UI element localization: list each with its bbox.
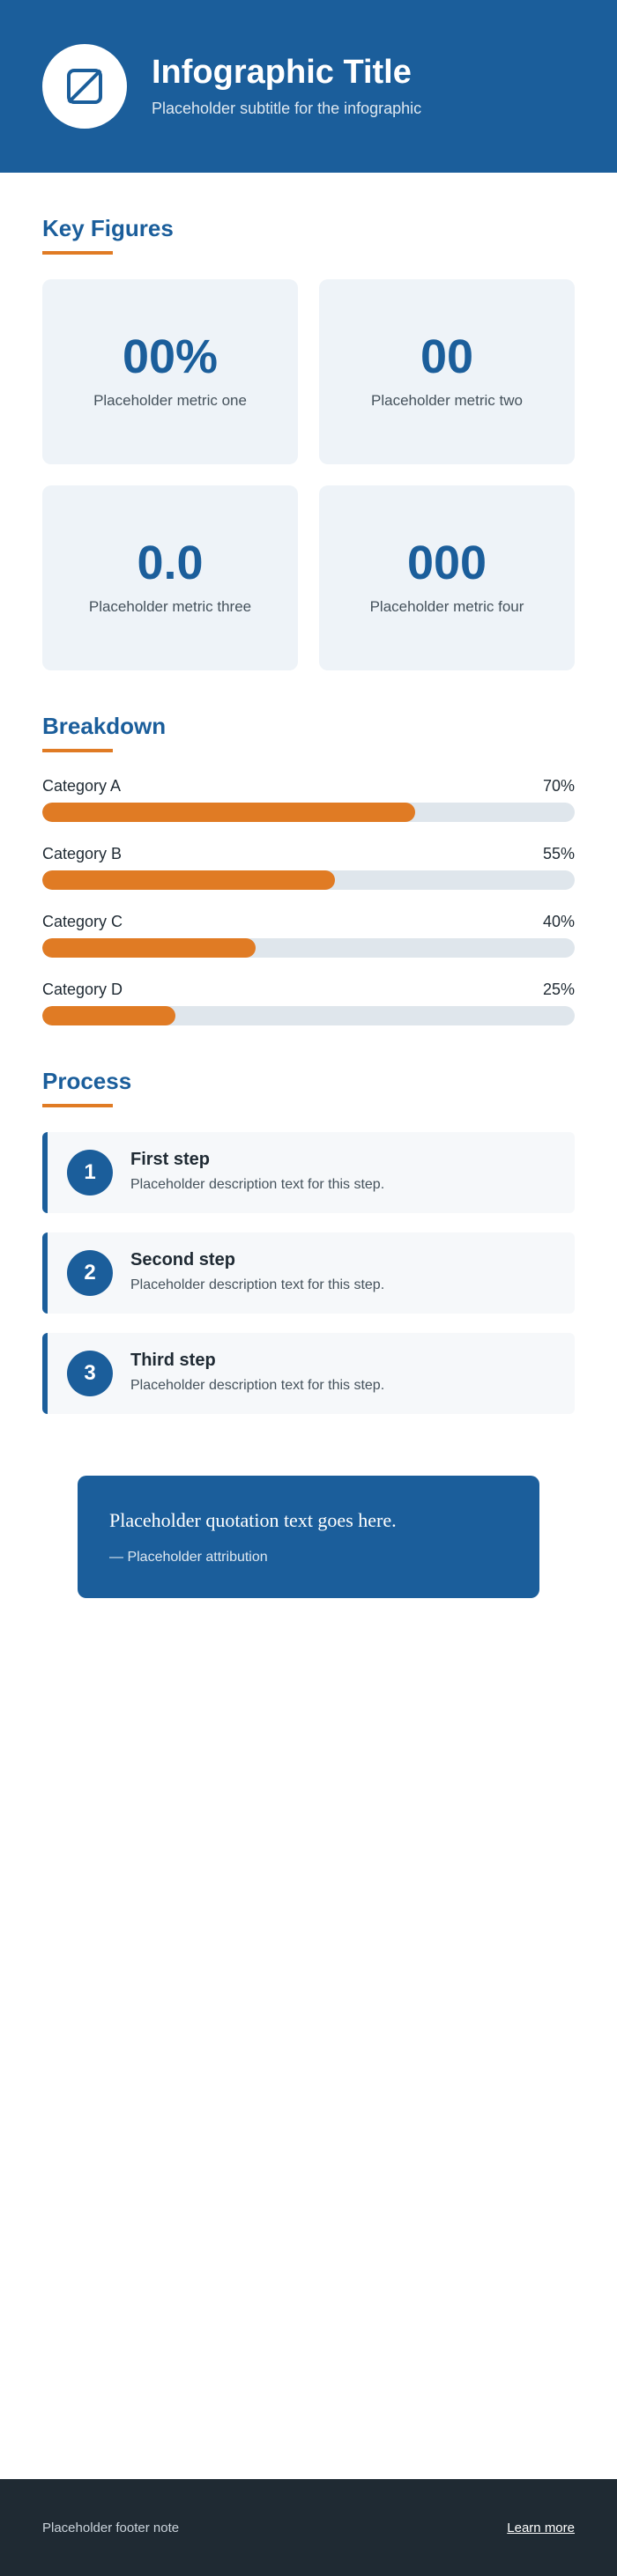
bar-row: Category B 55%: [42, 845, 575, 890]
learn-more-link[interactable]: Learn more: [507, 2520, 575, 2535]
placeholder-icon-graphic: [67, 69, 102, 104]
stat-label: Placeholder metric three: [88, 597, 252, 615]
quote-section: Placeholder quotation text goes here. — …: [0, 1414, 617, 1617]
bar-head: Category D 25%: [42, 981, 575, 999]
step-body: Third step Placeholder description text …: [130, 1351, 384, 1395]
step-number: 3: [67, 1351, 113, 1396]
hero-text: Infographic Title Placeholder subtitle f…: [152, 53, 422, 119]
step-number: 2: [67, 1250, 113, 1296]
steps-section: Process 1 First step Placeholder descrip…: [0, 1025, 617, 1414]
bar-fill: [42, 938, 256, 958]
placeholder-icon: [42, 44, 127, 129]
section-divider: [42, 251, 113, 255]
stat-tile: 000 Placeholder metric four: [319, 485, 575, 670]
bar-head: Category C 40%: [42, 913, 575, 931]
layout-spacer: [0, 1617, 617, 2479]
stat-value: 00%: [122, 329, 219, 383]
step-title: First step: [130, 1150, 211, 1169]
bar-track: [42, 803, 575, 822]
quote-attribution: — Placeholder attribution: [109, 1550, 268, 1565]
step-title: Second step: [130, 1250, 235, 1269]
quote-text: Placeholder quotation text goes here.: [109, 1509, 397, 1531]
stat-label: Placeholder metric two: [371, 391, 523, 409]
stat-tile: 00 Placeholder metric two: [319, 279, 575, 464]
page-subtitle: Placeholder subtitle for the infographic: [152, 100, 422, 118]
bar-value: 25%: [542, 981, 575, 998]
step-list: 1 First step Placeholder description tex…: [42, 1132, 575, 1414]
step-number: 1: [67, 1150, 113, 1195]
list-item: 2 Second step Placeholder description te…: [42, 1232, 575, 1314]
list-item: 1 First step Placeholder description tex…: [42, 1132, 575, 1213]
stats-section: Key Figures 00% Placeholder metric one 0…: [0, 173, 617, 670]
page-title: Infographic Title: [152, 53, 412, 91]
footer-note: Placeholder footer note: [42, 2520, 180, 2535]
bar-label: Category B: [42, 845, 123, 862]
step-body: First step Placeholder description text …: [130, 1150, 384, 1195]
pull-quote: Placeholder quotation text goes here. — …: [78, 1476, 539, 1598]
bar-value: 70%: [542, 777, 575, 795]
stat-grid: 00% Placeholder metric one 00 Placeholde…: [42, 279, 575, 670]
bar-label: Category C: [42, 913, 123, 930]
step-text: Placeholder description text for this st…: [130, 1277, 385, 1292]
hero-banner: Infographic Title Placeholder subtitle f…: [0, 0, 617, 173]
stat-tile: 0.0 Placeholder metric three: [42, 485, 298, 670]
bar-value: 55%: [542, 845, 575, 862]
stat-label: Placeholder metric four: [369, 597, 524, 615]
bar-row: Category C 40%: [42, 913, 575, 958]
bar-label: Category D: [42, 981, 123, 998]
bar-fill: [42, 803, 415, 822]
bar-row: Category D 25%: [42, 981, 575, 1025]
section-divider: [42, 749, 113, 752]
bars-section: Breakdown Category A 70% Category B 55%: [0, 670, 617, 1025]
steps-heading: Process: [42, 1068, 132, 1094]
bar-track: [42, 938, 575, 958]
stat-value: 000: [406, 536, 487, 589]
stat-label: Placeholder metric one: [93, 391, 247, 409]
bar-track: [42, 870, 575, 890]
step-body: Second step Placeholder description text…: [130, 1250, 384, 1295]
stats-heading: Key Figures: [42, 215, 174, 241]
bar-fill: [42, 1006, 175, 1025]
step-text: Placeholder description text for this st…: [130, 1177, 385, 1192]
bar-head: Category A 70%: [42, 777, 575, 796]
step-text: Placeholder description text for this st…: [130, 1378, 385, 1393]
bar-list: Category A 70% Category B 55% Category: [42, 777, 575, 1025]
bar-value: 40%: [542, 913, 575, 930]
bar-head: Category B 55%: [42, 845, 575, 863]
step-title: Third step: [130, 1351, 216, 1370]
stat-value: 00: [420, 329, 474, 383]
list-item: 3 Third step Placeholder description tex…: [42, 1333, 575, 1414]
bar-track: [42, 1006, 575, 1025]
bar-row: Category A 70%: [42, 777, 575, 822]
stat-tile: 00% Placeholder metric one: [42, 279, 298, 464]
stat-value: 0.0: [137, 536, 204, 589]
bar-label: Category A: [42, 777, 122, 795]
bars-heading: Breakdown: [42, 713, 167, 739]
section-divider: [42, 1104, 113, 1107]
page-footer: Placeholder footer note Learn more: [0, 2479, 617, 2576]
bar-fill: [42, 870, 336, 890]
